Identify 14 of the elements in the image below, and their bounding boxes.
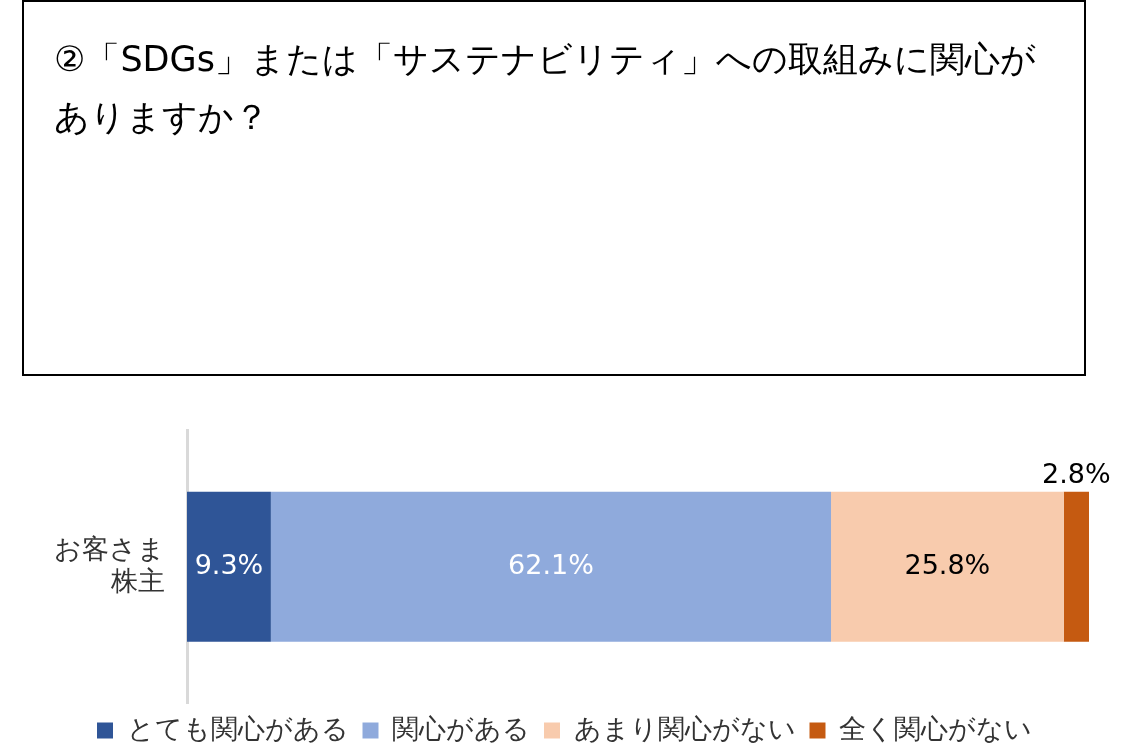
- bar: [1063, 491, 1089, 642]
- bar: [831, 491, 1064, 642]
- legend-label: 関心がある: [392, 712, 530, 744]
- bar: [187, 491, 271, 642]
- data-label: 9.3%: [194, 548, 264, 580]
- data-label: 25.8%: [904, 548, 991, 580]
- data-label: 62.1%: [508, 548, 594, 580]
- y-tick-label: お客さま株主: [54, 532, 165, 596]
- legend-label: あまり関心がない: [573, 712, 796, 744]
- bar: [270, 491, 832, 642]
- legend-label: 全く関心がない: [839, 712, 1032, 744]
- data-label: 2.8%: [1042, 458, 1111, 490]
- chart-title: ②「SDGs」または「サステナビリティ」への取組みに関心がありますか？: [22, 0, 1086, 376]
- legend-label: とても関心がある: [126, 712, 349, 744]
